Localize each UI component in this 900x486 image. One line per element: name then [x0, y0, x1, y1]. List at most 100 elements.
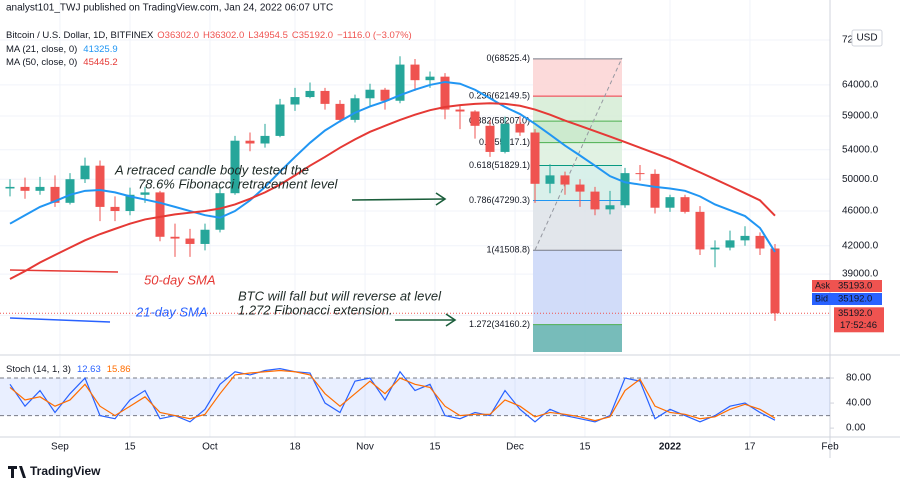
candle-body	[620, 173, 630, 206]
candle-body	[335, 103, 345, 120]
annotation: 78.6% Fibonacci retracement level	[138, 176, 339, 191]
fib-label: 0.382(58207.0)	[469, 116, 530, 126]
moving-average	[9, 80, 776, 253]
chart-title: Bitcoin / U.S. Dollar, 1D, BITFINEX O3630…	[6, 30, 412, 41]
y-tick-label: 50000.0	[842, 174, 879, 185]
x-tick-label: Nov	[356, 442, 374, 453]
x-tick-label: 15	[579, 442, 591, 453]
candle-body	[200, 229, 210, 244]
ohlc: H36302.0	[203, 30, 244, 41]
candle-body	[185, 238, 195, 244]
candle-body	[605, 205, 615, 210]
candle-body	[740, 235, 750, 241]
candle-body	[575, 184, 585, 192]
countdown: 17:52:46	[840, 320, 877, 331]
candle-body	[560, 175, 570, 185]
symbol: Bitcoin / U.S. Dollar, 1D, BITFINEX	[6, 30, 154, 41]
fib-label: 0.786(47290.3)	[469, 195, 530, 205]
candle-body	[35, 186, 45, 191]
price-pane	[0, 56, 830, 321]
stoch-tick-label: 80.00	[846, 373, 871, 384]
candle-body	[665, 197, 675, 208]
fibonacci-tool: 0(68525.4) 0.236(62149.5) 0.382(58207.0) 0.…	[469, 53, 622, 352]
y-tick-label: 42000.0	[842, 240, 879, 251]
fib-label: 0(68525.4)	[486, 53, 530, 63]
y-tick-label: 39000.0	[842, 269, 879, 280]
price-tag	[812, 280, 834, 292]
fib-band	[533, 250, 622, 325]
price-tag-value: 35193.0	[838, 281, 872, 292]
candle-body	[320, 90, 330, 104]
fib-band	[533, 58, 622, 97]
arrow-head	[435, 192, 447, 206]
candle-body	[725, 240, 735, 248]
annotation: BTC will fall but will reverse at level	[238, 288, 442, 303]
logo	[8, 466, 26, 478]
arrow-head	[445, 313, 457, 327]
candle-body	[410, 64, 420, 81]
arrow	[351, 198, 445, 201]
fib-label: 0.236(62149.5)	[469, 91, 530, 101]
change: −1116.0 (−3.07%)	[337, 30, 412, 41]
candle-body	[275, 104, 285, 136]
annotation: A retraced candle body tested the	[114, 162, 309, 177]
candle-body	[140, 192, 150, 195]
ma-legend: MA (50, close, 0) 45445.2	[6, 57, 118, 68]
arrows	[351, 192, 457, 327]
stoch-name: Stoch (14, 1, 3)	[6, 364, 71, 375]
candle-body	[710, 247, 720, 250]
stoch-value: 15.86	[107, 364, 131, 375]
price-tag	[834, 293, 882, 305]
candle-body	[245, 140, 255, 144]
moving-average	[9, 102, 776, 280]
candle-body	[260, 135, 270, 144]
x-tick-label: 2022	[659, 442, 682, 453]
last-price-tag	[834, 307, 884, 333]
candle-body	[155, 192, 165, 237]
stoch-tick-label: 40.00	[846, 398, 871, 409]
candle-body	[395, 64, 405, 101]
brand: TradingView	[8, 464, 101, 478]
x-tick-label: 17	[744, 442, 756, 453]
currency: USD	[856, 33, 877, 44]
candle-body	[380, 89, 390, 101]
price-tag-value: 35192.0	[838, 294, 872, 305]
candle-body	[290, 97, 300, 105]
candle-body	[95, 165, 105, 207]
candle-body	[755, 235, 765, 249]
currency-box	[851, 29, 883, 47]
candle-body	[50, 186, 60, 203]
sma-guide-line	[9, 317, 111, 323]
candle-body	[440, 76, 450, 110]
stoch-legend: Stoch (14, 1, 3) 12.63 15.86	[6, 364, 131, 375]
candle-body	[125, 194, 135, 212]
stoch-tick-label: 0.00	[846, 423, 866, 434]
fib-label: 1(41508.8)	[486, 245, 530, 255]
y-tick-label: 46000.0	[842, 206, 879, 217]
candle-body	[305, 90, 315, 98]
candle-body	[545, 175, 555, 184]
price-tag	[834, 280, 882, 292]
candle-body	[110, 206, 120, 212]
x-tick-label: 18	[289, 442, 301, 453]
price-tag-name: Bid	[815, 293, 828, 303]
candle-body	[530, 132, 540, 184]
annotation: 21-day SMA	[135, 304, 208, 319]
ohlc: O36302.0	[157, 30, 199, 41]
candle-body	[455, 109, 465, 112]
stoch-value: 12.63	[77, 364, 101, 375]
annotation: 1.272 Fibonacci extension.	[238, 302, 393, 317]
x-tick-label: Dec	[506, 442, 524, 453]
y-tick-label: 54000.0	[842, 144, 879, 155]
ma-legend: MA (21, close, 0) 41325.9	[6, 44, 118, 55]
fib-label: 0.618(51829.1)	[469, 160, 530, 170]
price-tag-name: Ask	[815, 280, 831, 290]
x-tick-label: 15	[429, 442, 441, 453]
x-tick-label: Oct	[202, 442, 218, 453]
x-tick-label: Feb	[821, 442, 839, 453]
price-tag	[812, 293, 834, 305]
ma-value: 41325.9	[83, 44, 117, 55]
ma-name: MA (50, close, 0)	[6, 57, 77, 68]
ohlc: C35192.0	[292, 30, 333, 41]
